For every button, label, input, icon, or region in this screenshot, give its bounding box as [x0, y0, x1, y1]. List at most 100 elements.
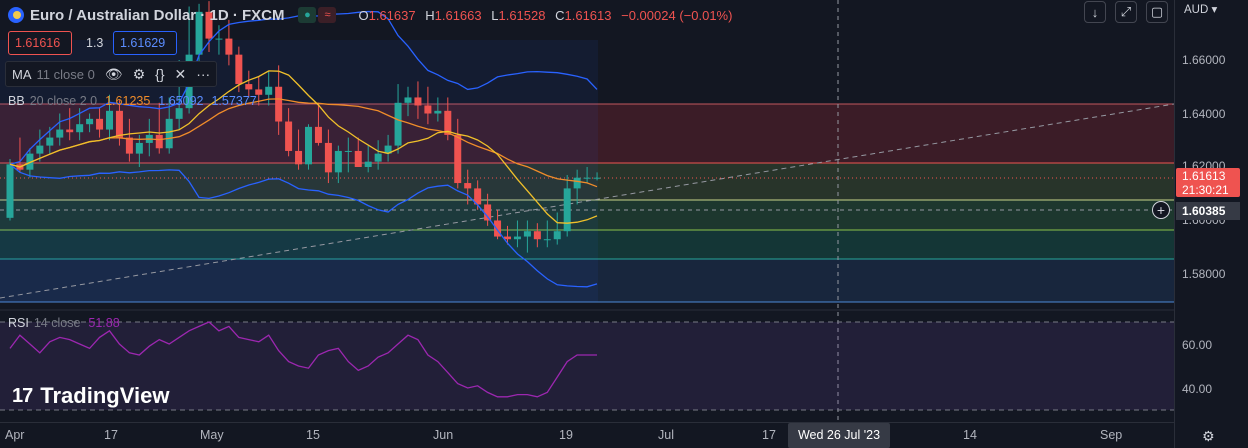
- trend-line[interactable]: [0, 103, 1174, 299]
- open-label: O: [358, 7, 369, 23]
- change-value: −0.00024 (−0.01%): [621, 7, 733, 23]
- currency-label[interactable]: AUD ▾: [1184, 4, 1218, 16]
- sell-button[interactable]: 1.61616: [8, 31, 72, 55]
- crosshair-price-label: 1.60385: [1176, 202, 1240, 220]
- arrow-down-icon[interactable]: ↓: [1084, 1, 1106, 23]
- time-axis[interactable]: [0, 422, 1174, 448]
- candle-body: [474, 188, 482, 205]
- candle-body: [135, 142, 143, 154]
- bb-lower-line: [9, 163, 598, 288]
- candle-body: [384, 145, 392, 154]
- fib-zone-1: [0, 104, 1174, 163]
- candle-body: [513, 236, 521, 240]
- candle-body: [444, 110, 452, 135]
- candle-body: [106, 110, 113, 130]
- low-label: L: [491, 7, 499, 23]
- candle-body: [504, 236, 511, 240]
- time-tick: 14: [963, 428, 977, 442]
- price-chart[interactable]: [0, 0, 1174, 422]
- currency-flag-icon: [8, 7, 24, 23]
- bb-legend[interactable]: BB 20 close 2 0 1.61235 1.65092 1.57377: [8, 94, 257, 108]
- tradingview-logo[interactable]: 17 TradingView: [12, 383, 169, 409]
- candle-body: [86, 118, 94, 125]
- rsi-value: 51.88: [88, 316, 120, 330]
- source-code-icon[interactable]: {}: [155, 66, 165, 82]
- maximize-icon[interactable]: ▢: [1146, 1, 1168, 23]
- candle-body: [573, 177, 581, 189]
- fib-zone-3: [0, 200, 1174, 230]
- close-icon[interactable]: ✕: [174, 65, 187, 82]
- candle-body: [533, 231, 541, 240]
- spread-value: 1.3: [86, 36, 104, 50]
- candle-body: [6, 164, 14, 218]
- candle-body: [305, 126, 312, 165]
- candle-body: [76, 124, 84, 133]
- candle-body: [593, 177, 601, 179]
- bb-basis-value: 1.61235: [105, 94, 151, 108]
- close-value: 1.61613: [564, 7, 612, 23]
- market-open-icon[interactable]: ●: [298, 7, 317, 23]
- rsi-params: 14 close: [33, 316, 81, 330]
- candle-body: [583, 177, 591, 179]
- candle-body: [364, 161, 372, 167]
- buy-button[interactable]: 1.61629: [113, 31, 177, 55]
- close-label: C: [555, 7, 565, 23]
- candle-body: [245, 84, 253, 90]
- ma-label: MA: [12, 66, 32, 82]
- ma-legend[interactable]: MA 11 close 0 👁 ⚙ {} ✕ ···: [5, 61, 218, 87]
- rsi-legend[interactable]: RSI 14 close 51.88: [8, 316, 120, 330]
- rsi-tick: 40.00: [1182, 382, 1213, 396]
- settings-icon[interactable]: ⚙: [132, 65, 146, 82]
- time-tick: 17: [104, 428, 118, 442]
- candle-body: [484, 204, 492, 221]
- candle-body: [56, 129, 64, 138]
- candle-body: [354, 150, 362, 167]
- low-value: 1.61528: [498, 7, 546, 23]
- candle-body: [255, 89, 263, 95]
- time-tick: Jun: [433, 428, 454, 442]
- candle-body: [215, 38, 223, 40]
- candle-body: [563, 188, 571, 232]
- rsi-line: [9, 321, 597, 398]
- candle-body: [553, 231, 561, 240]
- candle-body: [66, 129, 74, 133]
- ma-params: 11 close 0: [36, 66, 95, 82]
- symbol-legend[interactable]: Euro / Australian Dollar · 1D · FXCM ● ≈…: [8, 5, 732, 25]
- data-delay-icon[interactable]: ≈: [318, 7, 337, 23]
- candle-body: [344, 150, 352, 152]
- candle-body: [314, 126, 322, 143]
- add-alert-icon[interactable]: +: [1152, 201, 1170, 219]
- candle-body: [494, 220, 502, 237]
- bar-countdown: 21:30:21: [1182, 183, 1229, 197]
- candle-body: [115, 110, 123, 138]
- last-price-label: 1.61613 21:30:21: [1176, 168, 1240, 197]
- candle-body: [96, 118, 104, 130]
- candle-body: [225, 38, 233, 55]
- time-tick: Jul: [658, 428, 674, 442]
- more-icon[interactable]: ···: [196, 66, 211, 82]
- bb-upper-value: 1.65092: [158, 94, 204, 108]
- bb-lower-value: 1.57377: [211, 94, 257, 108]
- fullscreen-icon[interactable]: ⤢: [1115, 1, 1137, 23]
- symbol-title[interactable]: Euro / Australian Dollar · 1D · FXCM: [30, 6, 285, 24]
- candle-body: [324, 142, 332, 173]
- candle-body: [285, 121, 293, 151]
- candle-body: [265, 86, 273, 95]
- price-tick: 1.64000: [1182, 107, 1226, 121]
- candle-body: [414, 97, 422, 106]
- candle-body: [175, 108, 183, 119]
- time-tick: 19: [559, 428, 573, 442]
- candle-body: [125, 137, 133, 154]
- rsi-background: [0, 322, 1174, 410]
- candle-body: [523, 231, 531, 237]
- candle-body: [165, 118, 173, 149]
- time-tick: Sep: [1100, 428, 1123, 442]
- candle-body: [394, 102, 402, 146]
- price-axis[interactable]: [1174, 0, 1248, 448]
- candle-body: [46, 137, 54, 146]
- gear-icon[interactable]: ⚙: [1202, 428, 1215, 444]
- eye-icon[interactable]: 👁: [104, 65, 123, 82]
- fib-zone-4: [0, 230, 1174, 259]
- candle-body: [26, 153, 34, 170]
- crosshair-date-label: Wed 26 Jul '23: [788, 423, 890, 448]
